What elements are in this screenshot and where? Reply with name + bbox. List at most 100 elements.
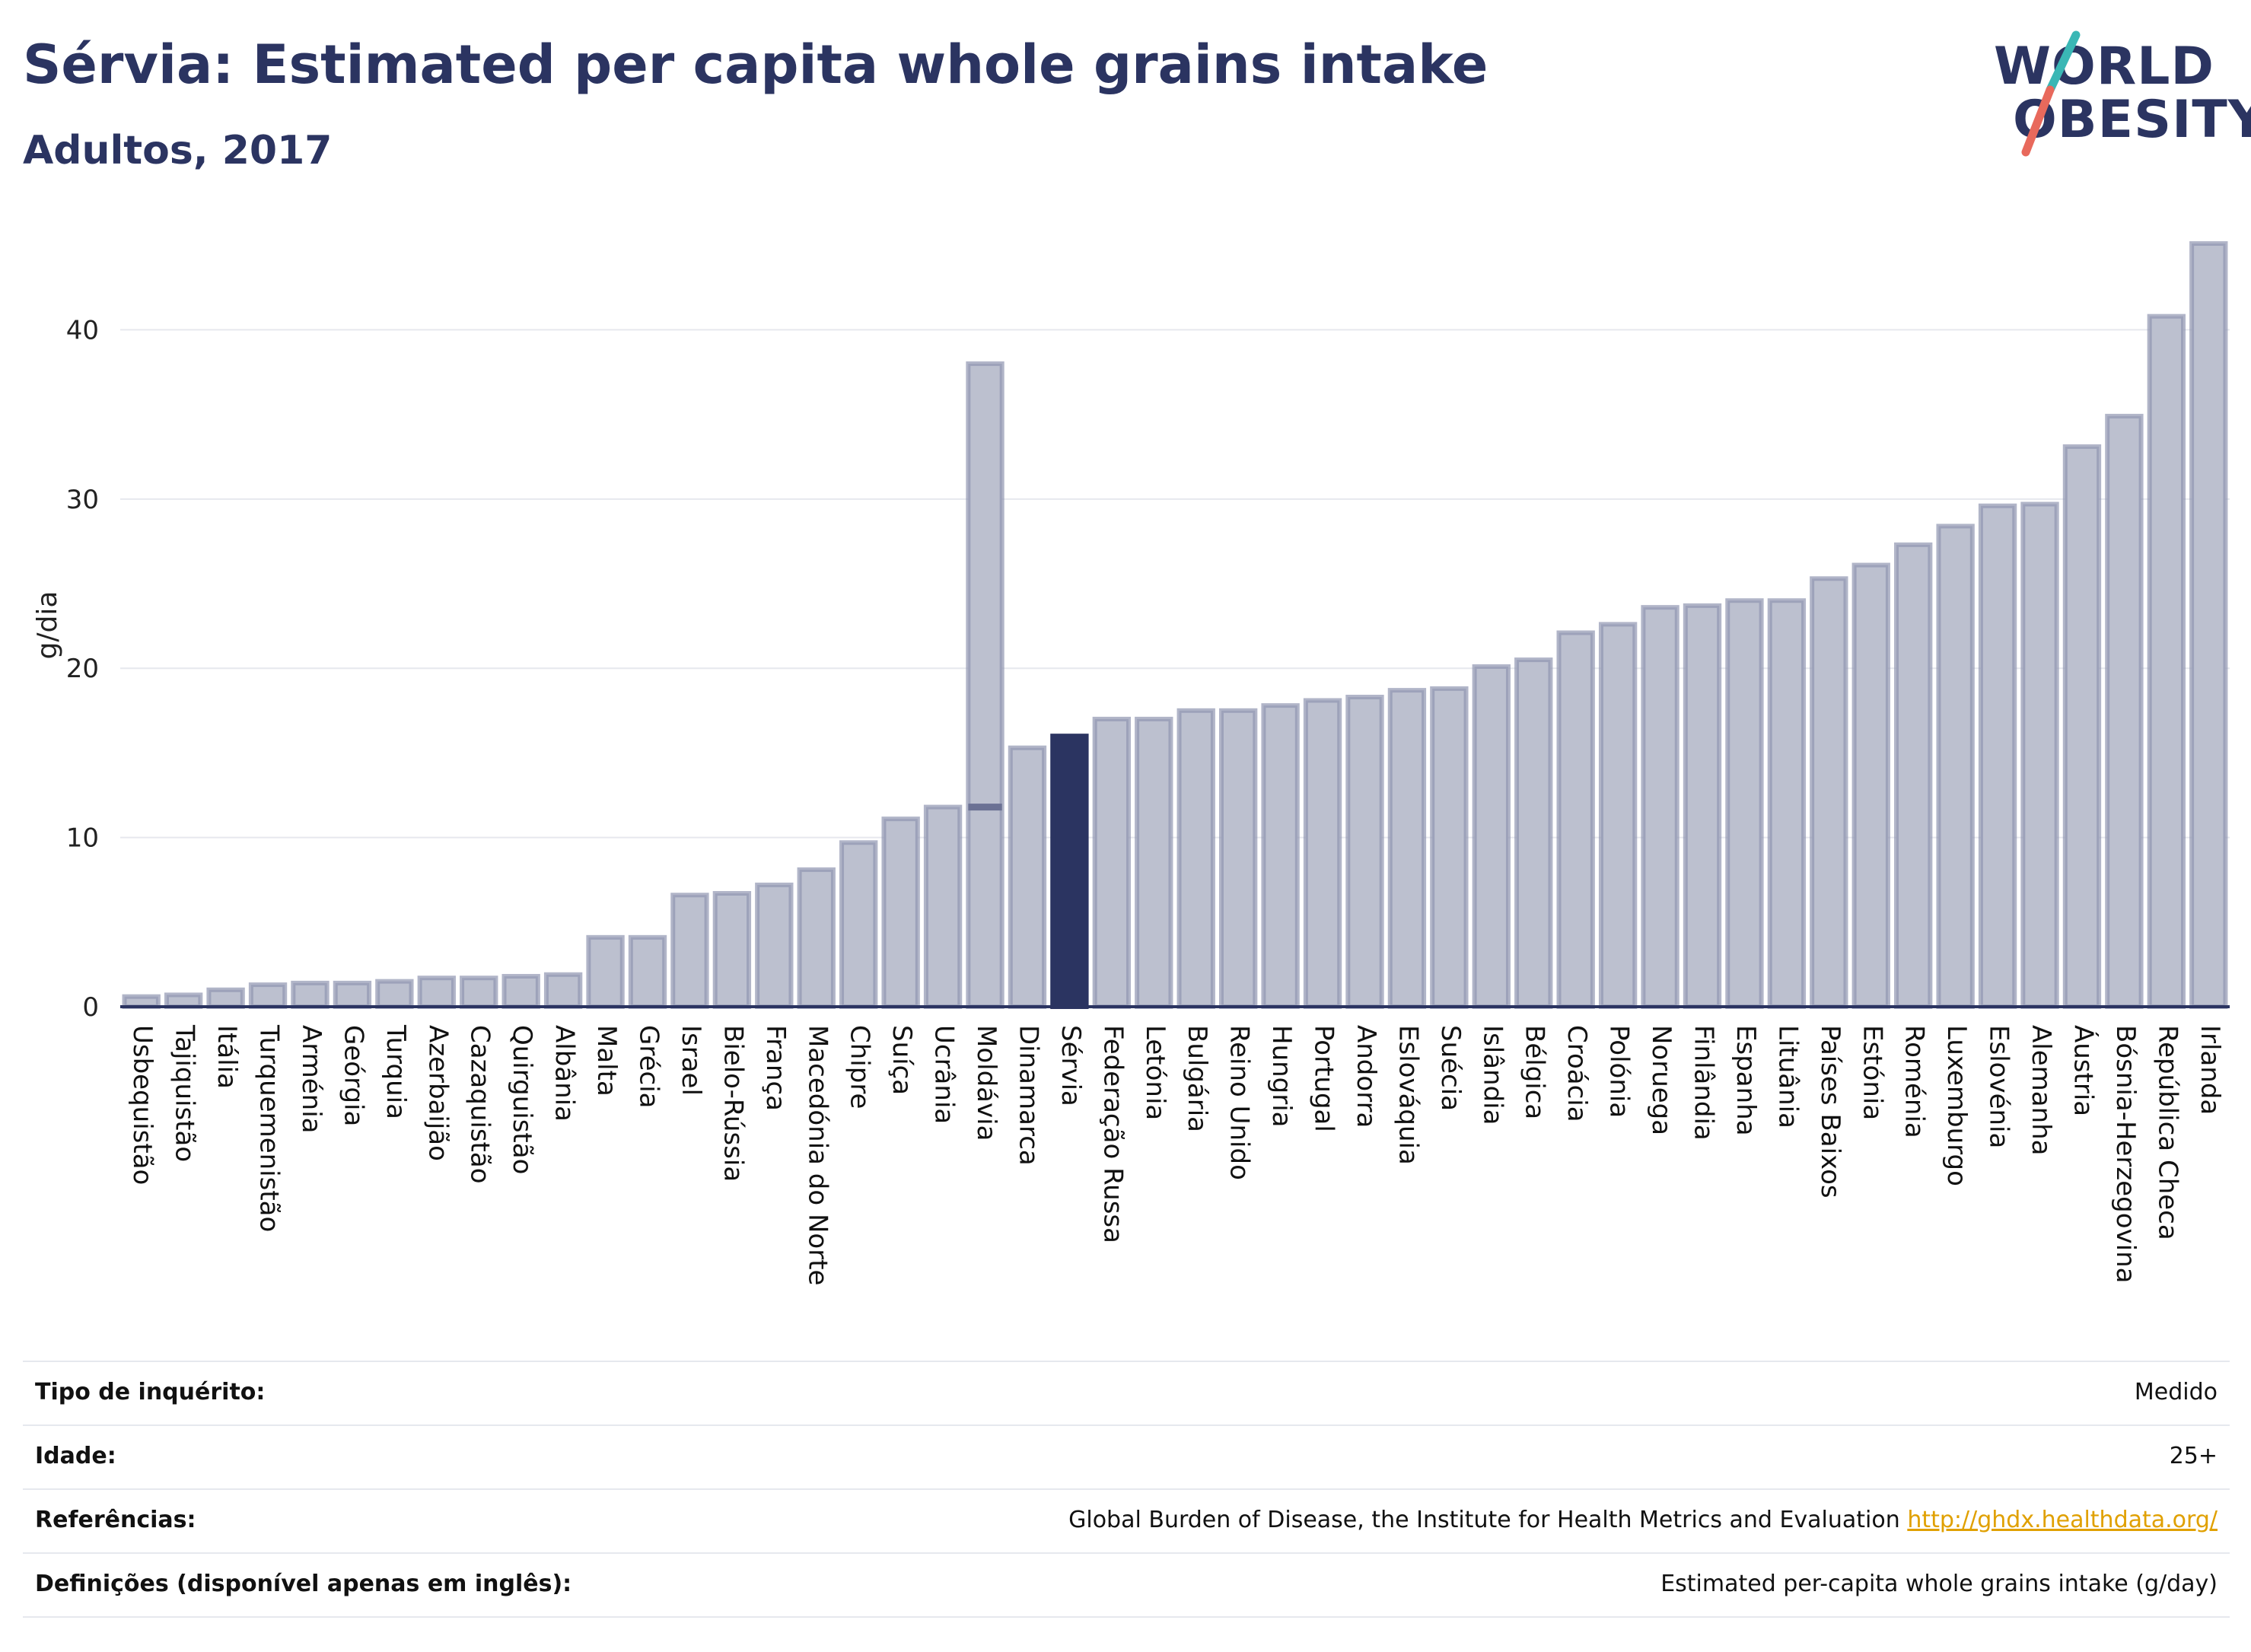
bar — [1936, 524, 1975, 1009]
bar — [1092, 716, 1132, 1009]
x-tick-label: Finlândia — [1689, 1025, 1719, 1141]
y-tick-label: 0 — [82, 992, 99, 1023]
y-axis-label: g/dia — [32, 591, 63, 660]
logo-text-world: WORLD — [1994, 37, 2214, 97]
info-row-age: Idade: 25+ — [23, 1424, 2230, 1488]
x-tick-label: Albânia — [549, 1025, 580, 1122]
x-tick-label: Estónia — [1857, 1025, 1887, 1120]
x-tick-label: Noruega — [1646, 1025, 1676, 1135]
bar — [881, 816, 920, 1009]
bar — [1598, 622, 1638, 1009]
bar — [1008, 745, 1047, 1010]
x-tick-label: Geórgia — [338, 1025, 368, 1126]
x-tick-label: Sérvia — [1055, 1025, 1086, 1106]
info-value: Estimated per-capita whole grains intake… — [1660, 1571, 2218, 1597]
bar — [1135, 716, 1173, 1009]
bar — [1387, 688, 1427, 1009]
x-tick-label: Islândia — [1477, 1025, 1508, 1125]
bar — [797, 867, 836, 1009]
bar — [1218, 708, 1258, 1010]
bar — [755, 882, 794, 1010]
x-tick-label: Reino Unido — [1224, 1025, 1255, 1180]
x-tick-label: Andorra — [1351, 1025, 1381, 1128]
x-tick-label: França — [760, 1025, 791, 1111]
bar — [1176, 708, 1215, 1010]
x-tick-label: Suécia — [1435, 1025, 1466, 1111]
x-tick-label: Quirguistão — [507, 1025, 537, 1174]
info-value: Global Burden of Disease, the Institute … — [1068, 1507, 2218, 1533]
x-tick-label: Portugal — [1309, 1025, 1339, 1132]
bar — [164, 992, 203, 1010]
x-tick-label: Ucrânia — [929, 1025, 960, 1124]
x-tick-label: República Checa — [2152, 1025, 2183, 1240]
bar — [628, 934, 667, 1010]
x-tick-label: Letónia — [1140, 1025, 1170, 1120]
x-tick-label: Lituânia — [1772, 1025, 1803, 1128]
bar — [2020, 501, 2059, 1009]
bar — [670, 893, 709, 1009]
x-tick-label: Roménia — [1899, 1025, 1930, 1138]
logo-slash-icon — [2021, 30, 2081, 157]
info-label: Tipo de inquérito: — [35, 1379, 266, 1405]
bar — [966, 361, 1005, 1010]
chart-subtitle: Adultos, 2017 — [23, 128, 333, 173]
x-tick-label: Itália — [212, 1025, 242, 1089]
x-tick-label: Dinamarca — [1013, 1025, 1043, 1166]
bar — [206, 987, 245, 1009]
x-tick-label: Luxemburgo — [1941, 1025, 1972, 1186]
y-tick-label: 10 — [66, 823, 99, 854]
x-tick-label: Grécia — [634, 1025, 664, 1108]
bar — [2189, 241, 2228, 1010]
bar — [1261, 703, 1300, 1010]
bar — [543, 972, 583, 1009]
chart-title: Sérvia: Estimated per capita whole grain… — [23, 33, 1488, 96]
info-label: Idade: — [35, 1443, 116, 1469]
bar — [923, 804, 963, 1009]
bar — [122, 994, 161, 1009]
logo-text-obesity: OBESITY — [2013, 90, 2251, 150]
bar — [1556, 630, 1595, 1009]
bar — [2105, 413, 2144, 1009]
info-table: Tipo de inquérito: Medido Idade: 25+ Ref… — [23, 1361, 2230, 1618]
x-tick-label: Turquia — [380, 1024, 411, 1119]
x-tick-label: Federação Russa — [1097, 1025, 1128, 1243]
x-tick-label: Polónia — [1604, 1025, 1635, 1118]
bar — [586, 934, 625, 1010]
x-tick-label: Moldávia — [971, 1025, 1001, 1141]
bar — [248, 982, 288, 1009]
info-value: Medido — [2134, 1379, 2218, 1405]
y-tick-label: 40 — [66, 315, 99, 345]
x-tick-label: Macedónia do Norte — [802, 1025, 833, 1285]
info-row-survey-type: Tipo de inquérito: Medido — [23, 1361, 2230, 1424]
x-tick-label: Turquemenistão — [254, 1024, 285, 1232]
bar — [712, 890, 752, 1009]
reference-link[interactable]: http://ghdx.healthdata.org/ — [1907, 1507, 2218, 1533]
bar — [839, 840, 878, 1009]
x-tick-label: Bulgária — [1182, 1025, 1212, 1132]
y-tick-label: 30 — [66, 485, 99, 515]
reference-text: Global Burden of Disease, the Institute … — [1068, 1507, 1900, 1533]
bar — [1725, 598, 1764, 1009]
x-tick-label: Tajiquistão — [170, 1024, 200, 1162]
bar — [1641, 605, 1679, 1009]
bar — [333, 980, 372, 1010]
bar — [1851, 562, 1890, 1009]
world-obesity-logo: WORLD OBESITY — [1979, 30, 2251, 167]
bar — [1810, 576, 1848, 1009]
bar — [1894, 542, 1933, 1009]
bar — [1978, 503, 2017, 1009]
x-tick-label: Eslováquia — [1393, 1025, 1423, 1165]
bar — [417, 976, 456, 1010]
info-label: Definições (disponível apenas em inglês)… — [35, 1571, 572, 1597]
bar — [1514, 657, 1553, 1009]
y-tick-label: 20 — [66, 654, 99, 684]
x-tick-label: Suíça — [887, 1025, 917, 1095]
bar — [2062, 444, 2102, 1009]
x-tick-label: Bielo-Rússia — [718, 1025, 748, 1182]
x-tick-label: Bélgica — [1520, 1025, 1550, 1119]
bar — [501, 973, 540, 1010]
x-tick-label: Chipre — [845, 1025, 875, 1109]
x-tick-label: Croácia — [1562, 1025, 1592, 1122]
x-tick-label: Áustria — [2068, 1025, 2099, 1116]
bar — [1430, 686, 1469, 1009]
